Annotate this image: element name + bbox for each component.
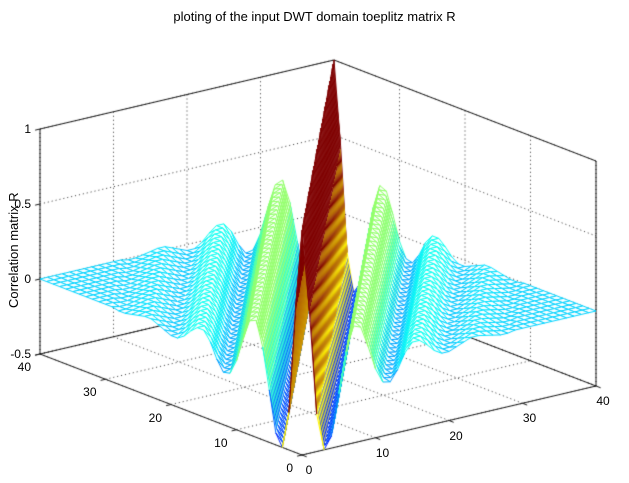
x-axis-tick-label: 20 <box>449 428 463 443</box>
x-axis-tick-label: 30 <box>522 411 537 426</box>
z-axis-tick-label: -0.5 <box>10 347 31 361</box>
z-axis-tick-label: 1 <box>24 122 31 136</box>
y-axis-tick-label: 10 <box>214 435 228 450</box>
chart-title: ploting of the input DWT domain toeplitz… <box>173 9 456 24</box>
x-axis-tick-label: 10 <box>375 445 390 460</box>
y-axis-tick-label: 0 <box>286 461 293 475</box>
z-axis-tick-label: 0.5 <box>14 197 31 211</box>
y-axis-tick-label: 20 <box>148 410 162 425</box>
x-axis-tick-label: 40 <box>596 394 610 408</box>
z-axis-tick-label: 0 <box>24 272 31 286</box>
y-axis-tick-label: 30 <box>83 385 97 400</box>
y-axis-tick-label: 40 <box>17 360 31 374</box>
x-axis-tick-label: 0 <box>305 463 313 477</box>
